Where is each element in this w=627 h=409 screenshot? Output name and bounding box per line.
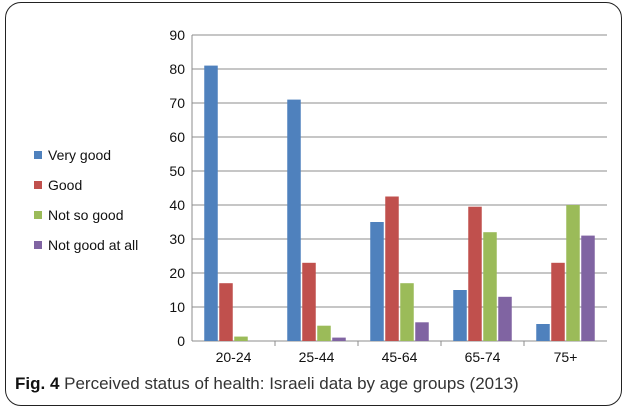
legend-item-not-good-at-all: Not good at all bbox=[34, 230, 138, 260]
y-tick-label: 90 bbox=[169, 27, 185, 43]
bar bbox=[287, 99, 301, 341]
figure-frame bbox=[5, 2, 622, 406]
bar bbox=[566, 205, 580, 341]
legend-swatch bbox=[34, 241, 42, 249]
legend-swatch bbox=[34, 151, 42, 159]
figure-caption: Fig. 4 Perceived status of health: Israe… bbox=[15, 374, 519, 394]
bar bbox=[400, 283, 414, 341]
bar bbox=[468, 206, 482, 341]
x-tick-label: 75+ bbox=[554, 349, 578, 365]
y-tick-label: 70 bbox=[169, 95, 185, 111]
x-tick-label: 20-24 bbox=[216, 349, 252, 365]
bar bbox=[385, 196, 399, 341]
bar bbox=[234, 336, 248, 341]
bar bbox=[483, 232, 497, 341]
legend-item-very-good: Very good bbox=[34, 140, 138, 170]
bar bbox=[581, 235, 595, 341]
caption-label: Fig. 4 bbox=[15, 374, 60, 393]
y-tick-label: 10 bbox=[169, 299, 185, 315]
legend-label: Not good at all bbox=[48, 237, 139, 253]
bar-chart: 0 10 20 30 40 50 60 70 80 90 20-24 25-44 45-64 65-74 7… bbox=[169, 27, 607, 365]
legend-label: Very good bbox=[48, 147, 112, 163]
x-tick-label: 45-64 bbox=[382, 349, 418, 365]
bar bbox=[204, 65, 218, 341]
y-tick-label: 50 bbox=[169, 163, 185, 179]
legend-item-not-so-good: Not so good bbox=[34, 200, 138, 230]
bar bbox=[415, 322, 429, 341]
y-tick-label: 40 bbox=[169, 197, 185, 213]
caption-text: Perceived status of health: Israeli data… bbox=[59, 374, 519, 393]
y-tick-label: 0 bbox=[177, 333, 185, 349]
bar bbox=[498, 296, 512, 341]
bar bbox=[551, 262, 565, 341]
legend-swatch bbox=[34, 181, 42, 189]
legend-label: Not so good bbox=[48, 207, 124, 223]
x-tick-label: 25-44 bbox=[299, 349, 335, 365]
legend-label: Good bbox=[48, 177, 83, 193]
x-tick-label: 65-74 bbox=[465, 349, 501, 365]
y-tick-label: 60 bbox=[169, 129, 185, 145]
bar bbox=[536, 324, 550, 341]
bar bbox=[370, 222, 384, 341]
y-tick-label: 20 bbox=[169, 265, 185, 281]
y-tick-label: 30 bbox=[169, 231, 185, 247]
bar bbox=[332, 337, 346, 341]
chart-legend: Very good Good Not so good Not good at a… bbox=[34, 140, 138, 260]
bar bbox=[302, 262, 316, 341]
legend-item-good: Good bbox=[34, 170, 138, 200]
bar bbox=[453, 290, 467, 341]
legend-swatch bbox=[34, 211, 42, 219]
bar bbox=[219, 283, 233, 341]
y-tick-label: 80 bbox=[169, 61, 185, 77]
bar bbox=[317, 325, 331, 341]
